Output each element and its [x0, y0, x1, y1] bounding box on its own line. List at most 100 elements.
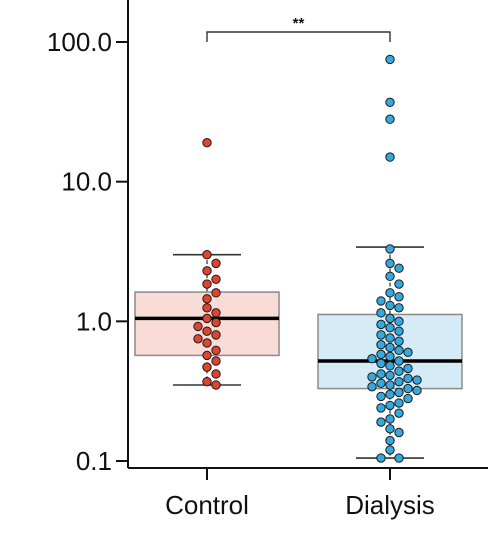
data-point [376, 378, 386, 389]
data-point [385, 389, 395, 400]
data-point [211, 258, 221, 269]
data-point [367, 382, 377, 392]
data-point [394, 336, 404, 346]
data-point [403, 383, 413, 394]
data-point [394, 263, 404, 273]
data-point [193, 321, 203, 332]
data-point [385, 370, 395, 381]
data-point [202, 313, 212, 324]
data-point [376, 403, 386, 413]
data-point [403, 373, 413, 384]
data-point [412, 375, 422, 385]
y-tick-label: 100.0 [47, 27, 112, 57]
data-point [211, 330, 221, 340]
x-tick-label-dialysis: Dialysis [345, 490, 435, 520]
data-point [394, 292, 404, 302]
data-point [202, 303, 212, 313]
data-point [376, 319, 386, 330]
data-point [376, 391, 386, 402]
data-point [385, 300, 395, 311]
data-point [211, 308, 221, 318]
data-point [394, 356, 404, 366]
data-point [211, 380, 221, 390]
data-point [367, 354, 377, 364]
data-point [394, 453, 404, 463]
significance-label: ** [293, 15, 305, 32]
y-tick-label: 10.0 [61, 167, 112, 197]
data-point [394, 376, 404, 387]
data-point [385, 258, 395, 269]
data-point [202, 249, 212, 260]
significance-layer: ** [206, 15, 391, 42]
data-point [385, 313, 395, 324]
x-tick-label-control: Control [165, 490, 249, 520]
data-point [376, 308, 386, 318]
data-point [211, 356, 221, 366]
data-point [376, 330, 386, 340]
data-point [385, 114, 395, 124]
y-tick-label: 0.1 [76, 446, 112, 476]
data-point [385, 323, 395, 333]
data-point [385, 351, 395, 362]
data-point [394, 366, 404, 376]
data-point [211, 274, 221, 284]
data-point [385, 333, 395, 343]
data-point [385, 380, 395, 390]
data-point [211, 345, 221, 356]
data-point [385, 435, 395, 446]
data-point [202, 376, 212, 387]
data-point [202, 362, 212, 372]
data-point [367, 372, 377, 382]
data-point [211, 369, 221, 379]
data-point [385, 400, 395, 411]
data-point [394, 427, 404, 438]
data-point [385, 54, 395, 65]
data-point [376, 358, 386, 369]
y-tick-label: 1.0 [76, 306, 112, 336]
data-point [385, 288, 395, 298]
data-point [202, 279, 212, 289]
data-point [202, 326, 212, 336]
data-point [394, 398, 404, 408]
data-point [202, 338, 212, 348]
data-point [376, 349, 386, 360]
axes-layer: 0.1 1.0 10.0 100.0 Control Dialysis [47, 0, 488, 520]
data-point [385, 445, 395, 455]
data-point [385, 271, 395, 282]
points-layer [193, 54, 422, 463]
boxes-layer [134, 246, 463, 459]
data-point [403, 347, 413, 358]
data-point [385, 152, 395, 162]
data-point [385, 361, 395, 371]
data-point [394, 408, 404, 418]
data-point [394, 387, 404, 398]
data-point [385, 97, 395, 108]
data-point [376, 340, 386, 350]
data-point [376, 369, 386, 379]
significance-bracket [206, 31, 391, 42]
data-point [211, 317, 221, 328]
data-point [394, 303, 404, 313]
data-point [385, 414, 395, 424]
data-point [412, 385, 422, 396]
data-point [211, 288, 221, 298]
data-point [385, 342, 395, 353]
data-point [385, 424, 395, 434]
data-point [394, 316, 404, 327]
data-point [394, 345, 404, 356]
data-point [193, 334, 203, 344]
data-point [376, 417, 386, 427]
data-point [394, 279, 404, 289]
data-point [376, 453, 386, 463]
data-point [385, 244, 395, 254]
data-point [376, 296, 386, 306]
data-point [403, 393, 413, 404]
data-point [202, 138, 212, 148]
data-point [202, 266, 212, 276]
data-point [394, 326, 404, 336]
data-point [403, 363, 413, 374]
data-point [202, 350, 212, 361]
data-point [202, 294, 212, 304]
